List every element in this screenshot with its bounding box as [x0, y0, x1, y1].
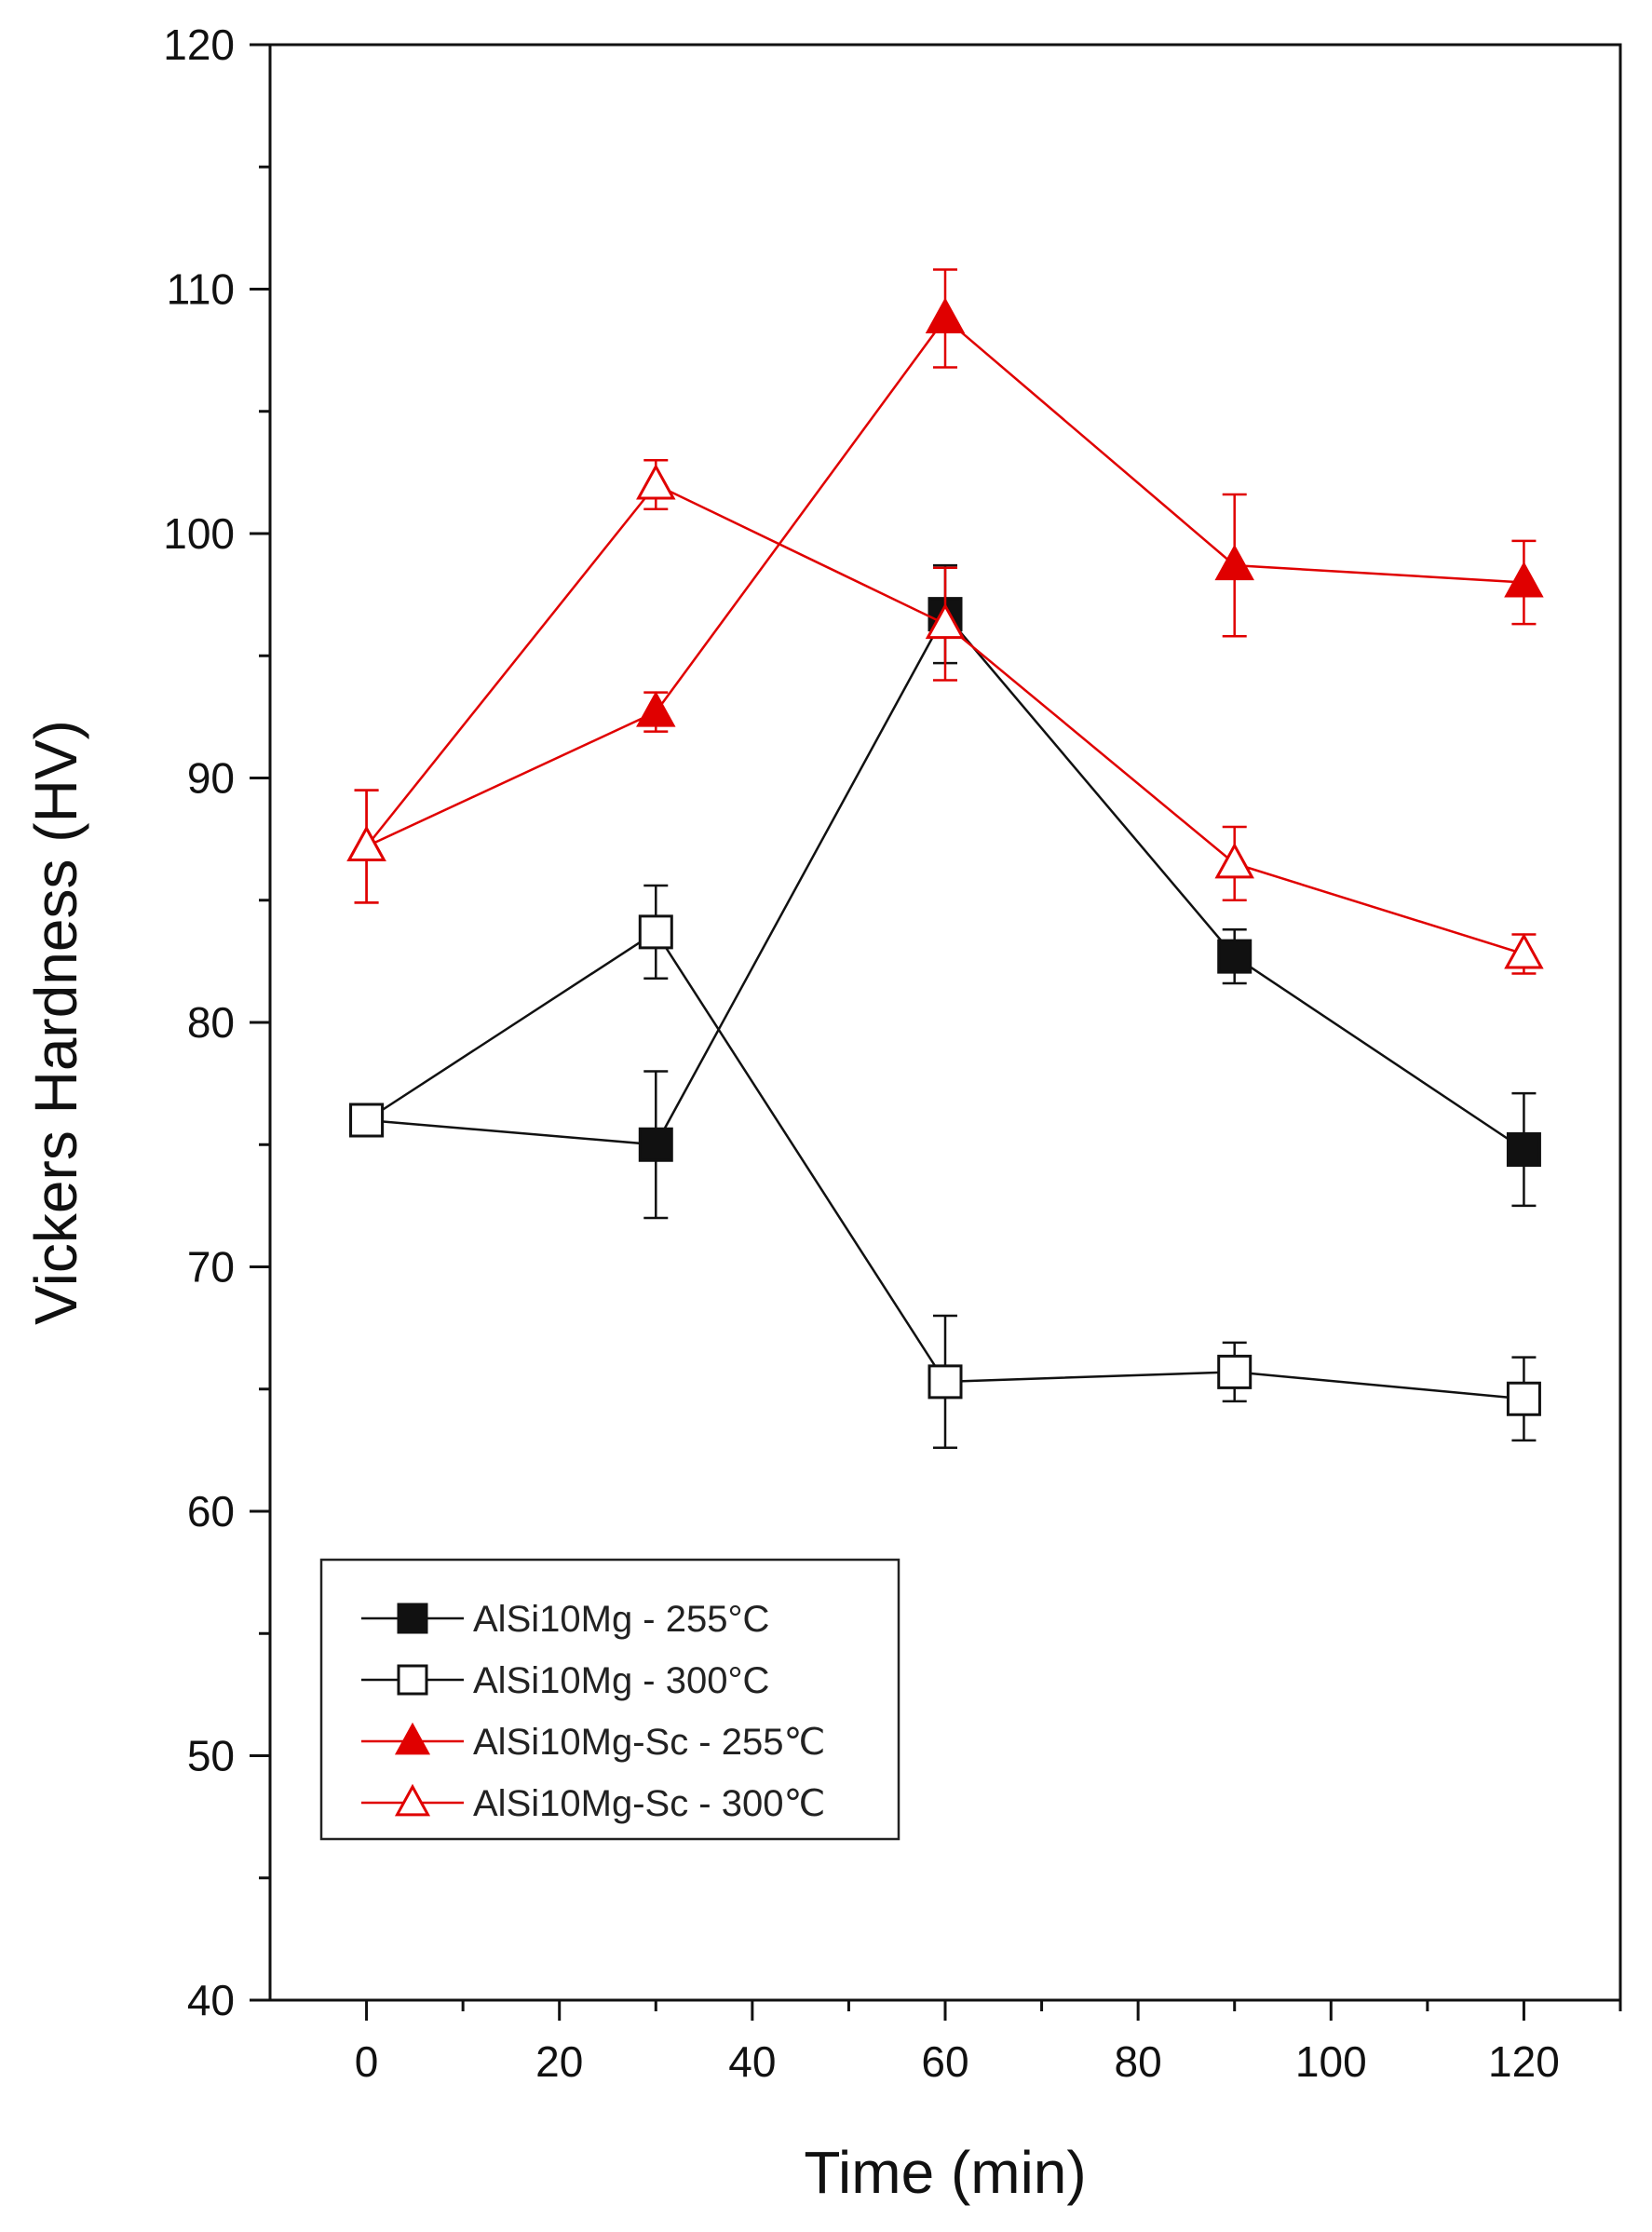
y-tick-label: 110 — [167, 265, 235, 314]
data-point — [1506, 1132, 1541, 1167]
data-point — [1504, 933, 1544, 969]
legend-label: AlSi10Mg - 255°C — [473, 1599, 769, 1640]
legend-item-2: AlSi10Mg - 300°C — [361, 1660, 769, 1701]
data-point — [928, 1364, 963, 1400]
data-point — [925, 297, 966, 334]
series-line — [365, 482, 1524, 955]
data-point — [638, 1127, 673, 1162]
data-point — [925, 602, 966, 640]
legend-item-4: AlSi10Mg-Sc - 300℃ — [361, 1783, 825, 1824]
legend-item-1: AlSi10Mg - 255°C — [361, 1599, 769, 1640]
data-point — [1214, 544, 1254, 581]
data-point — [1217, 939, 1253, 974]
legend-marker — [394, 1783, 431, 1817]
data-point — [638, 914, 673, 950]
x-tick-label: 60 — [921, 2037, 968, 2086]
series-line — [366, 612, 1525, 1151]
y-tick-label: 60 — [187, 1487, 235, 1535]
data-point — [1214, 842, 1254, 879]
x-tick-label: 80 — [1115, 2037, 1162, 2086]
x-tick-label: 40 — [728, 2037, 776, 2086]
legend-item-3: AlSi10Mg-Sc - 255℃ — [361, 1722, 825, 1763]
x-axis-title: Time (min) — [804, 2139, 1086, 2206]
x-tick-label: 100 — [1295, 2037, 1367, 2086]
legend-label: AlSi10Mg-Sc - 300℃ — [473, 1783, 825, 1824]
x-tick-label: 120 — [1488, 2037, 1560, 2086]
data-point — [346, 825, 386, 862]
y-tick-label: 50 — [187, 1732, 235, 1780]
y-tick-label: 40 — [187, 1976, 235, 2024]
y-axis-title: Vickers Hardness (HV) — [22, 720, 89, 1325]
data-point — [349, 1102, 385, 1138]
y-tick-label: 70 — [187, 1243, 235, 1292]
series-4 — [346, 459, 1544, 975]
legend-marker — [397, 1603, 428, 1634]
chart-marks — [346, 268, 1544, 1449]
legend-label: AlSi10Mg - 300°C — [473, 1660, 769, 1701]
y-tick-label: 90 — [187, 754, 235, 803]
legend: AlSi10Mg - 255°C AlSi10Mg - 300°C AlSi10Mg… — [319, 1558, 900, 1841]
data-point — [636, 691, 676, 727]
legend-marker — [394, 1722, 431, 1755]
y-tick-label: 100 — [163, 509, 235, 558]
x-tick-label: 20 — [535, 2037, 583, 2086]
data-point — [1504, 561, 1544, 598]
series-2 — [349, 884, 1541, 1449]
y-tick-label: 80 — [187, 998, 235, 1047]
legend-label: AlSi10Mg-Sc - 255℃ — [473, 1722, 825, 1763]
data-point — [1217, 1354, 1253, 1389]
x-tick-label: 0 — [355, 2037, 379, 2086]
data-point — [636, 464, 676, 500]
data-point — [1506, 1381, 1541, 1416]
legend-marker — [397, 1664, 428, 1696]
axis-ticks: 40 50 60 70 80 90 100 110 120 0 20 40 60 80 100 120 — [163, 20, 1622, 2086]
y-tick-label: 120 — [163, 20, 235, 69]
